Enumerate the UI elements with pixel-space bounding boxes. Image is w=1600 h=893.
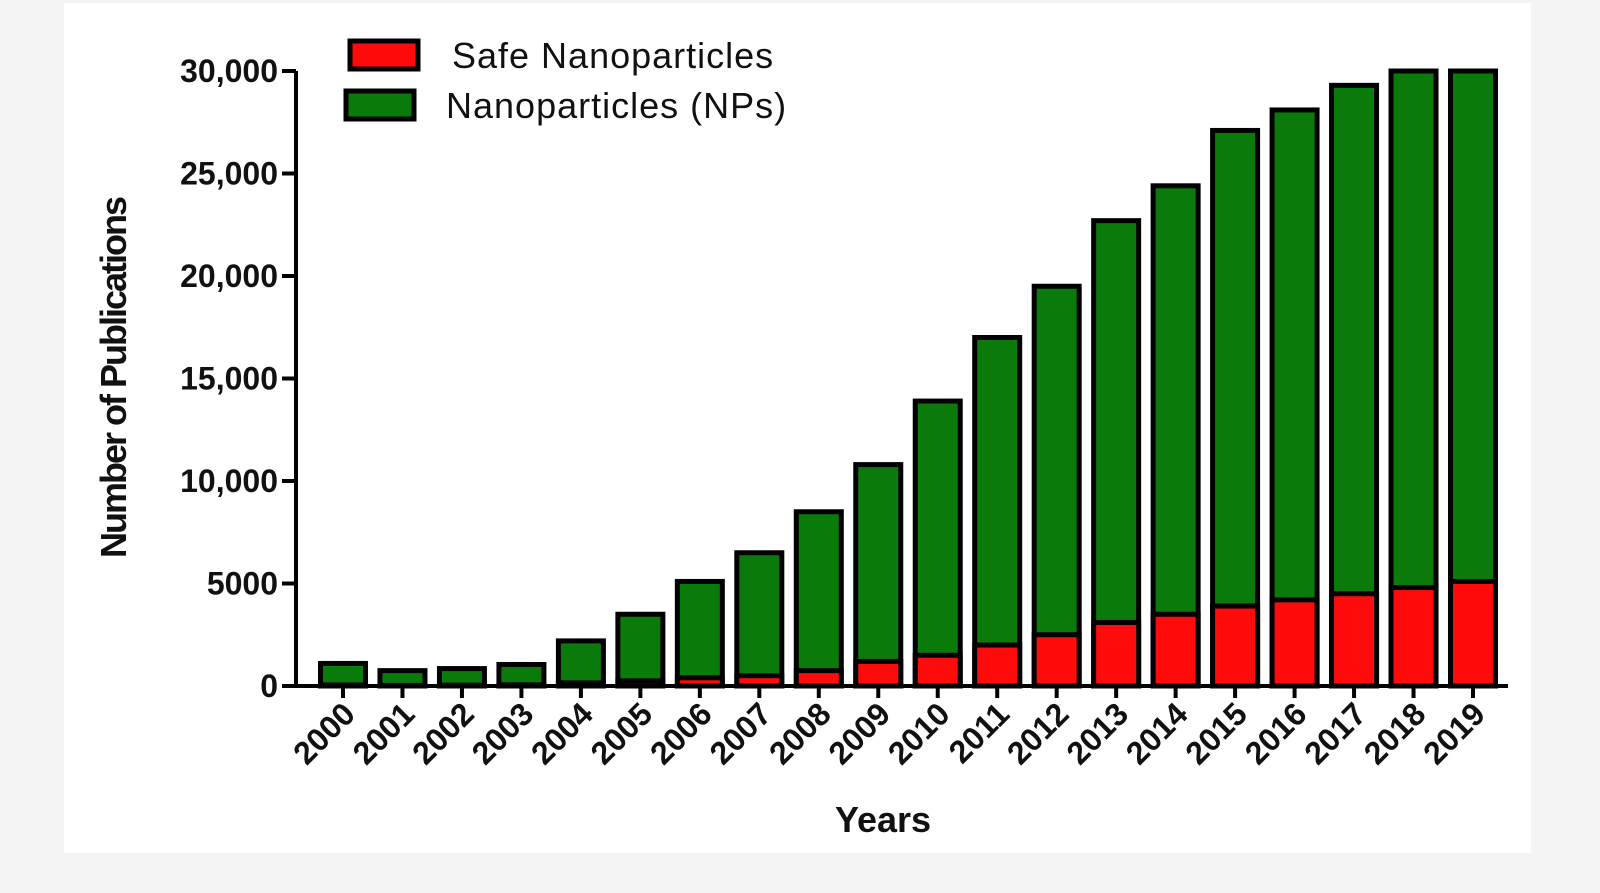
bar — [555, 638, 606, 689]
bar — [1031, 283, 1082, 689]
bar — [615, 611, 666, 689]
y-tick-label: 0 — [260, 668, 278, 704]
bar — [1150, 611, 1201, 689]
x-axis-title: Years — [835, 799, 931, 840]
bar — [1210, 127, 1261, 689]
y-tick-label: 20,000 — [180, 258, 278, 294]
bar — [853, 658, 904, 689]
bar — [1388, 68, 1439, 689]
bar — [1388, 585, 1439, 689]
bar — [1269, 107, 1320, 689]
bar — [972, 335, 1023, 689]
bar — [912, 652, 963, 689]
bar — [972, 642, 1023, 689]
bar — [793, 668, 844, 689]
legend-swatch — [343, 88, 417, 122]
bar — [1329, 591, 1380, 689]
bar — [1091, 218, 1142, 689]
legend-swatch — [347, 38, 421, 72]
y-tick-label: 15,000 — [180, 361, 278, 397]
bar — [674, 578, 725, 689]
bar — [1091, 619, 1142, 689]
legend-label: Nanoparticles (NPs) — [446, 85, 787, 126]
y-tick-label: 10,000 — [180, 463, 278, 499]
bar — [1448, 578, 1498, 689]
bar — [793, 509, 844, 689]
bar — [912, 398, 963, 689]
legend-label: Safe Nanoparticles — [452, 35, 774, 76]
y-axis-title: Number of Publications — [93, 197, 134, 558]
y-tick-label: 30,000 — [180, 53, 278, 89]
bar — [1031, 632, 1082, 689]
bar — [1150, 183, 1201, 689]
y-tick-label: 5000 — [207, 566, 278, 602]
bar — [734, 550, 785, 689]
bar — [853, 462, 904, 689]
bar — [1210, 603, 1261, 689]
bar — [1269, 597, 1320, 689]
y-tick-label: 25,000 — [180, 156, 278, 192]
